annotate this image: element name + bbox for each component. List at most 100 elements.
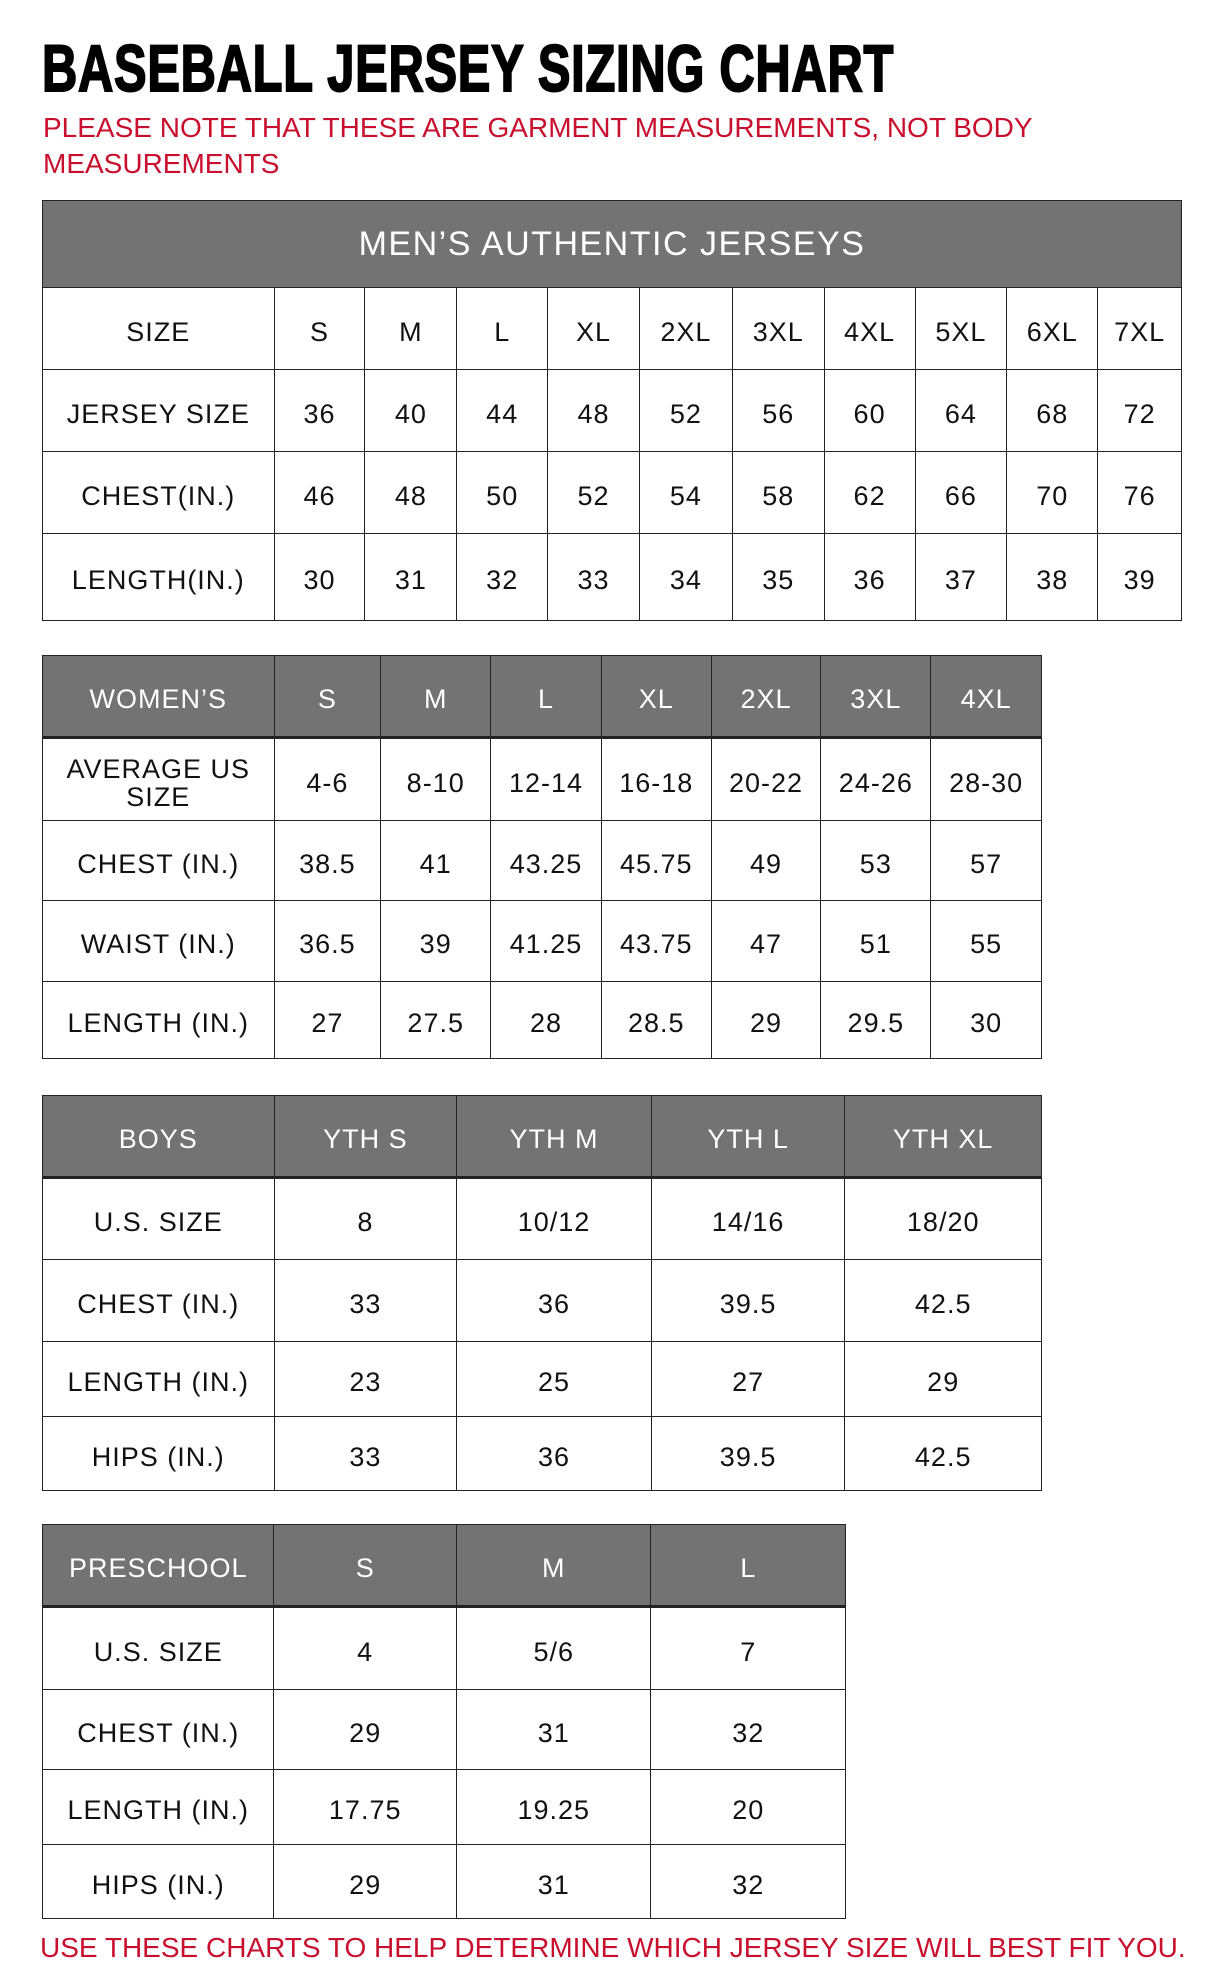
column-header: M xyxy=(381,656,492,739)
table-cell: 54 xyxy=(639,452,733,534)
column-header: YTH S xyxy=(274,1096,458,1179)
column-header: 4XL xyxy=(824,288,916,370)
row-label: WAIST (IN.) xyxy=(43,901,275,982)
table-cell: 30 xyxy=(970,1008,1003,1038)
table-cell: 38 xyxy=(1007,534,1099,620)
table-header-row: WOMEN’S S M L XL 2XL 3XL 4XL xyxy=(43,656,1041,739)
table-cell: 48 xyxy=(365,452,458,534)
table-row: LENGTH (IN.) 23 25 27 29 xyxy=(43,1342,1041,1417)
table-cell: 32 xyxy=(457,534,549,620)
table-cell: 37 xyxy=(916,534,1008,620)
table-cell: 29 xyxy=(712,982,822,1058)
table-cell: 43.75 xyxy=(601,901,712,982)
table-cell: 64 xyxy=(915,370,1008,452)
preschool-size-table: PRESCHOOL S M L U.S. SIZE 4 5/6 7 CHEST (IN.) 29 3… xyxy=(42,1524,846,1919)
column-header: 4XL xyxy=(931,656,1041,739)
table-header-row: BOYS YTH S YTH M YTH L YTH XL xyxy=(43,1096,1041,1179)
table-header-row: SIZE S M L XL 2XL 3XL 4XL 5XL 6XL 7XL xyxy=(43,288,1182,370)
table-cell: 58 xyxy=(732,452,825,534)
table-cell: 68 xyxy=(1007,370,1099,452)
row-label: CHEST (IN.) xyxy=(43,821,275,901)
column-header: L xyxy=(491,656,602,739)
row-label: LENGTH(IN.) xyxy=(43,534,275,620)
column-header: YTH M xyxy=(457,1096,652,1179)
mens-size-table: MEN’S AUTHENTIC JERSEYS SIZE S M L XL 2XL 3XL 4X… xyxy=(42,200,1182,621)
column-header: 2XL xyxy=(711,656,822,739)
table-row: AVERAGE US SIZE 4-6 8-10 12-14 16-18 20-22 24-… xyxy=(43,739,1041,821)
table-cell: 4-6 xyxy=(274,739,382,821)
table-cell: 38.5 xyxy=(274,821,382,901)
column-header: L xyxy=(651,1525,845,1608)
row-label: LENGTH (IN.) xyxy=(43,1342,275,1417)
row-label: CHEST (IN.) xyxy=(43,1690,275,1770)
table-row: CHEST (IN.) 38.5 41 43.25 45.75 49 53 57 xyxy=(43,821,1041,901)
table-cell: 45.75 xyxy=(601,821,712,901)
table-cell: 49 xyxy=(711,821,822,901)
table-cell: 23 xyxy=(274,1342,458,1417)
table-cell: 18/20 xyxy=(845,1179,1041,1260)
column-header: 2XL xyxy=(639,288,733,370)
column-header: S xyxy=(274,1525,457,1608)
table-cell: 4 xyxy=(274,1608,457,1690)
table-row: CHEST (IN.) 29 31 32 xyxy=(43,1690,845,1770)
table-row: JERSEY SIZE 36 40 44 48 52 56 60 64 68 72 xyxy=(43,370,1182,452)
column-header: WOMEN’S xyxy=(43,656,275,739)
table-cell: 57 xyxy=(931,821,1041,901)
footer-note: USE THESE CHARTS TO HELP DETERMINE WHICH… xyxy=(40,1932,1186,1963)
table-cell: 28.5 xyxy=(602,982,712,1058)
table-cell: 30 xyxy=(275,534,366,620)
page-title: BASEBALL JERSEY SIZING CHART xyxy=(41,30,895,106)
table-cell: 28-30 xyxy=(931,739,1041,821)
table-cell: 72 xyxy=(1098,370,1182,452)
table-row: CHEST (IN.) 33 36 39.5 42.5 xyxy=(43,1260,1041,1342)
table-cell: 39.5 xyxy=(652,1417,846,1490)
row-label: JERSEY SIZE xyxy=(43,370,275,452)
table-cell: 35 xyxy=(733,534,825,620)
table-cell: 42.5 xyxy=(845,1260,1041,1342)
table-cell: 48 xyxy=(548,370,640,452)
table-cell: 56 xyxy=(732,370,825,452)
table-cell: 60 xyxy=(824,370,916,452)
table-row: LENGTH (IN.) 27 27.5 28 28.5 29 29.5 30 xyxy=(43,982,1041,1058)
table-cell: 29 xyxy=(845,1342,1041,1417)
table-cell: 70 xyxy=(1007,452,1099,534)
table-cell: 20-22 xyxy=(711,739,822,821)
table-cell: 36 xyxy=(274,370,366,452)
table-row: LENGTH (IN.) 17.75 19.25 20 xyxy=(43,1770,845,1845)
column-header: SIZE xyxy=(43,288,275,370)
table-cell: 52 xyxy=(639,370,733,452)
table-banner: MEN’S AUTHENTIC JERSEYS xyxy=(43,201,1181,288)
table-cell: 7 xyxy=(651,1608,845,1690)
table-cell: 39 xyxy=(1123,565,1156,595)
table-cell: 43.25 xyxy=(491,821,602,901)
table-cell: 19.25 xyxy=(456,1770,652,1845)
table-row: CHEST(IN.) 46 48 50 52 54 58 62 66 70 76 xyxy=(43,452,1182,534)
column-header: S xyxy=(274,288,366,370)
table-cell: 8 xyxy=(274,1179,458,1260)
table-cell: 42.5 xyxy=(914,1441,972,1472)
row-label: CHEST (IN.) xyxy=(43,1260,275,1342)
table-cell: 8-10 xyxy=(381,739,492,821)
table-cell: 33 xyxy=(548,534,640,620)
table-cell: 29.5 xyxy=(821,982,932,1058)
table-cell: 32 xyxy=(651,1690,845,1770)
column-header: L xyxy=(457,288,549,370)
table-cell: 25 xyxy=(457,1342,652,1417)
table-cell: 31 xyxy=(365,534,458,620)
table-cell: 33 xyxy=(274,1260,458,1342)
column-header: 7XL xyxy=(1098,288,1182,370)
table-cell: 55 xyxy=(931,901,1041,982)
table-cell: 66 xyxy=(915,452,1008,534)
row-label: LENGTH (IN.) xyxy=(43,1770,275,1845)
column-header: 3XL xyxy=(732,288,825,370)
table-cell: 46 xyxy=(274,452,366,534)
table-cell: 50 xyxy=(457,452,549,534)
table-row: U.S. SIZE 4 5/6 7 xyxy=(43,1608,845,1690)
table-cell: 24-26 xyxy=(821,739,932,821)
table-cell: 29 xyxy=(274,1845,457,1918)
table-cell: 62 xyxy=(824,452,916,534)
column-header: 6XL xyxy=(1007,288,1099,370)
table-cell: 10/12 xyxy=(457,1179,652,1260)
table-cell: 41 xyxy=(381,821,492,901)
column-header: XL xyxy=(601,656,712,739)
